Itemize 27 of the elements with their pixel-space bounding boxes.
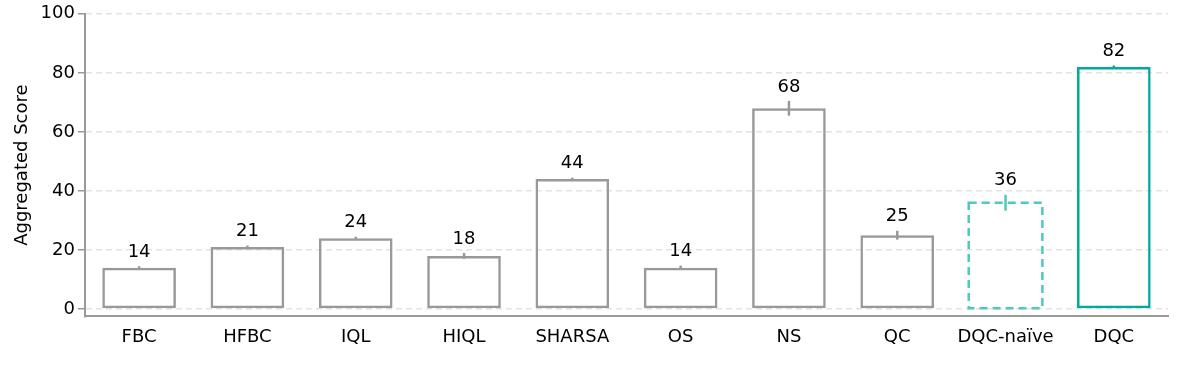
data-label: 68 [777, 74, 801, 96]
data-label: 44 [560, 151, 584, 173]
y-tick-label: 100 [40, 1, 75, 23]
y-tick-label: 20 [52, 237, 75, 259]
data-label: 14 [669, 239, 693, 261]
data-label: 24 [344, 210, 368, 232]
x-tick-label: OS [667, 324, 694, 346]
data-label: 14 [127, 239, 151, 261]
x-tick-label: FBC [121, 324, 157, 346]
x-tick-label: QC [883, 324, 911, 346]
data-label: 82 [1102, 39, 1126, 61]
data-label: 18 [452, 226, 476, 248]
data-label: 21 [235, 219, 259, 241]
x-tick-label: SHARSA [535, 324, 610, 346]
x-tick-label: IQL [340, 324, 371, 346]
x-tick-label: HIQL [442, 324, 486, 346]
y-tick-label: 60 [52, 119, 75, 141]
x-tick-label: DQC [1093, 324, 1135, 346]
x-tick-label: DQC-naïve [957, 324, 1054, 346]
y-tick-label: 0 [63, 296, 75, 318]
x-tick-label: HFBC [223, 324, 272, 346]
x-tick-label: NS [776, 324, 802, 346]
y-tick-label: 80 [52, 60, 75, 82]
y-axis-title: Aggregated Score [10, 84, 32, 246]
data-label: 25 [885, 204, 909, 226]
y-tick-label: 40 [52, 178, 75, 200]
data-label: 36 [994, 168, 1017, 190]
